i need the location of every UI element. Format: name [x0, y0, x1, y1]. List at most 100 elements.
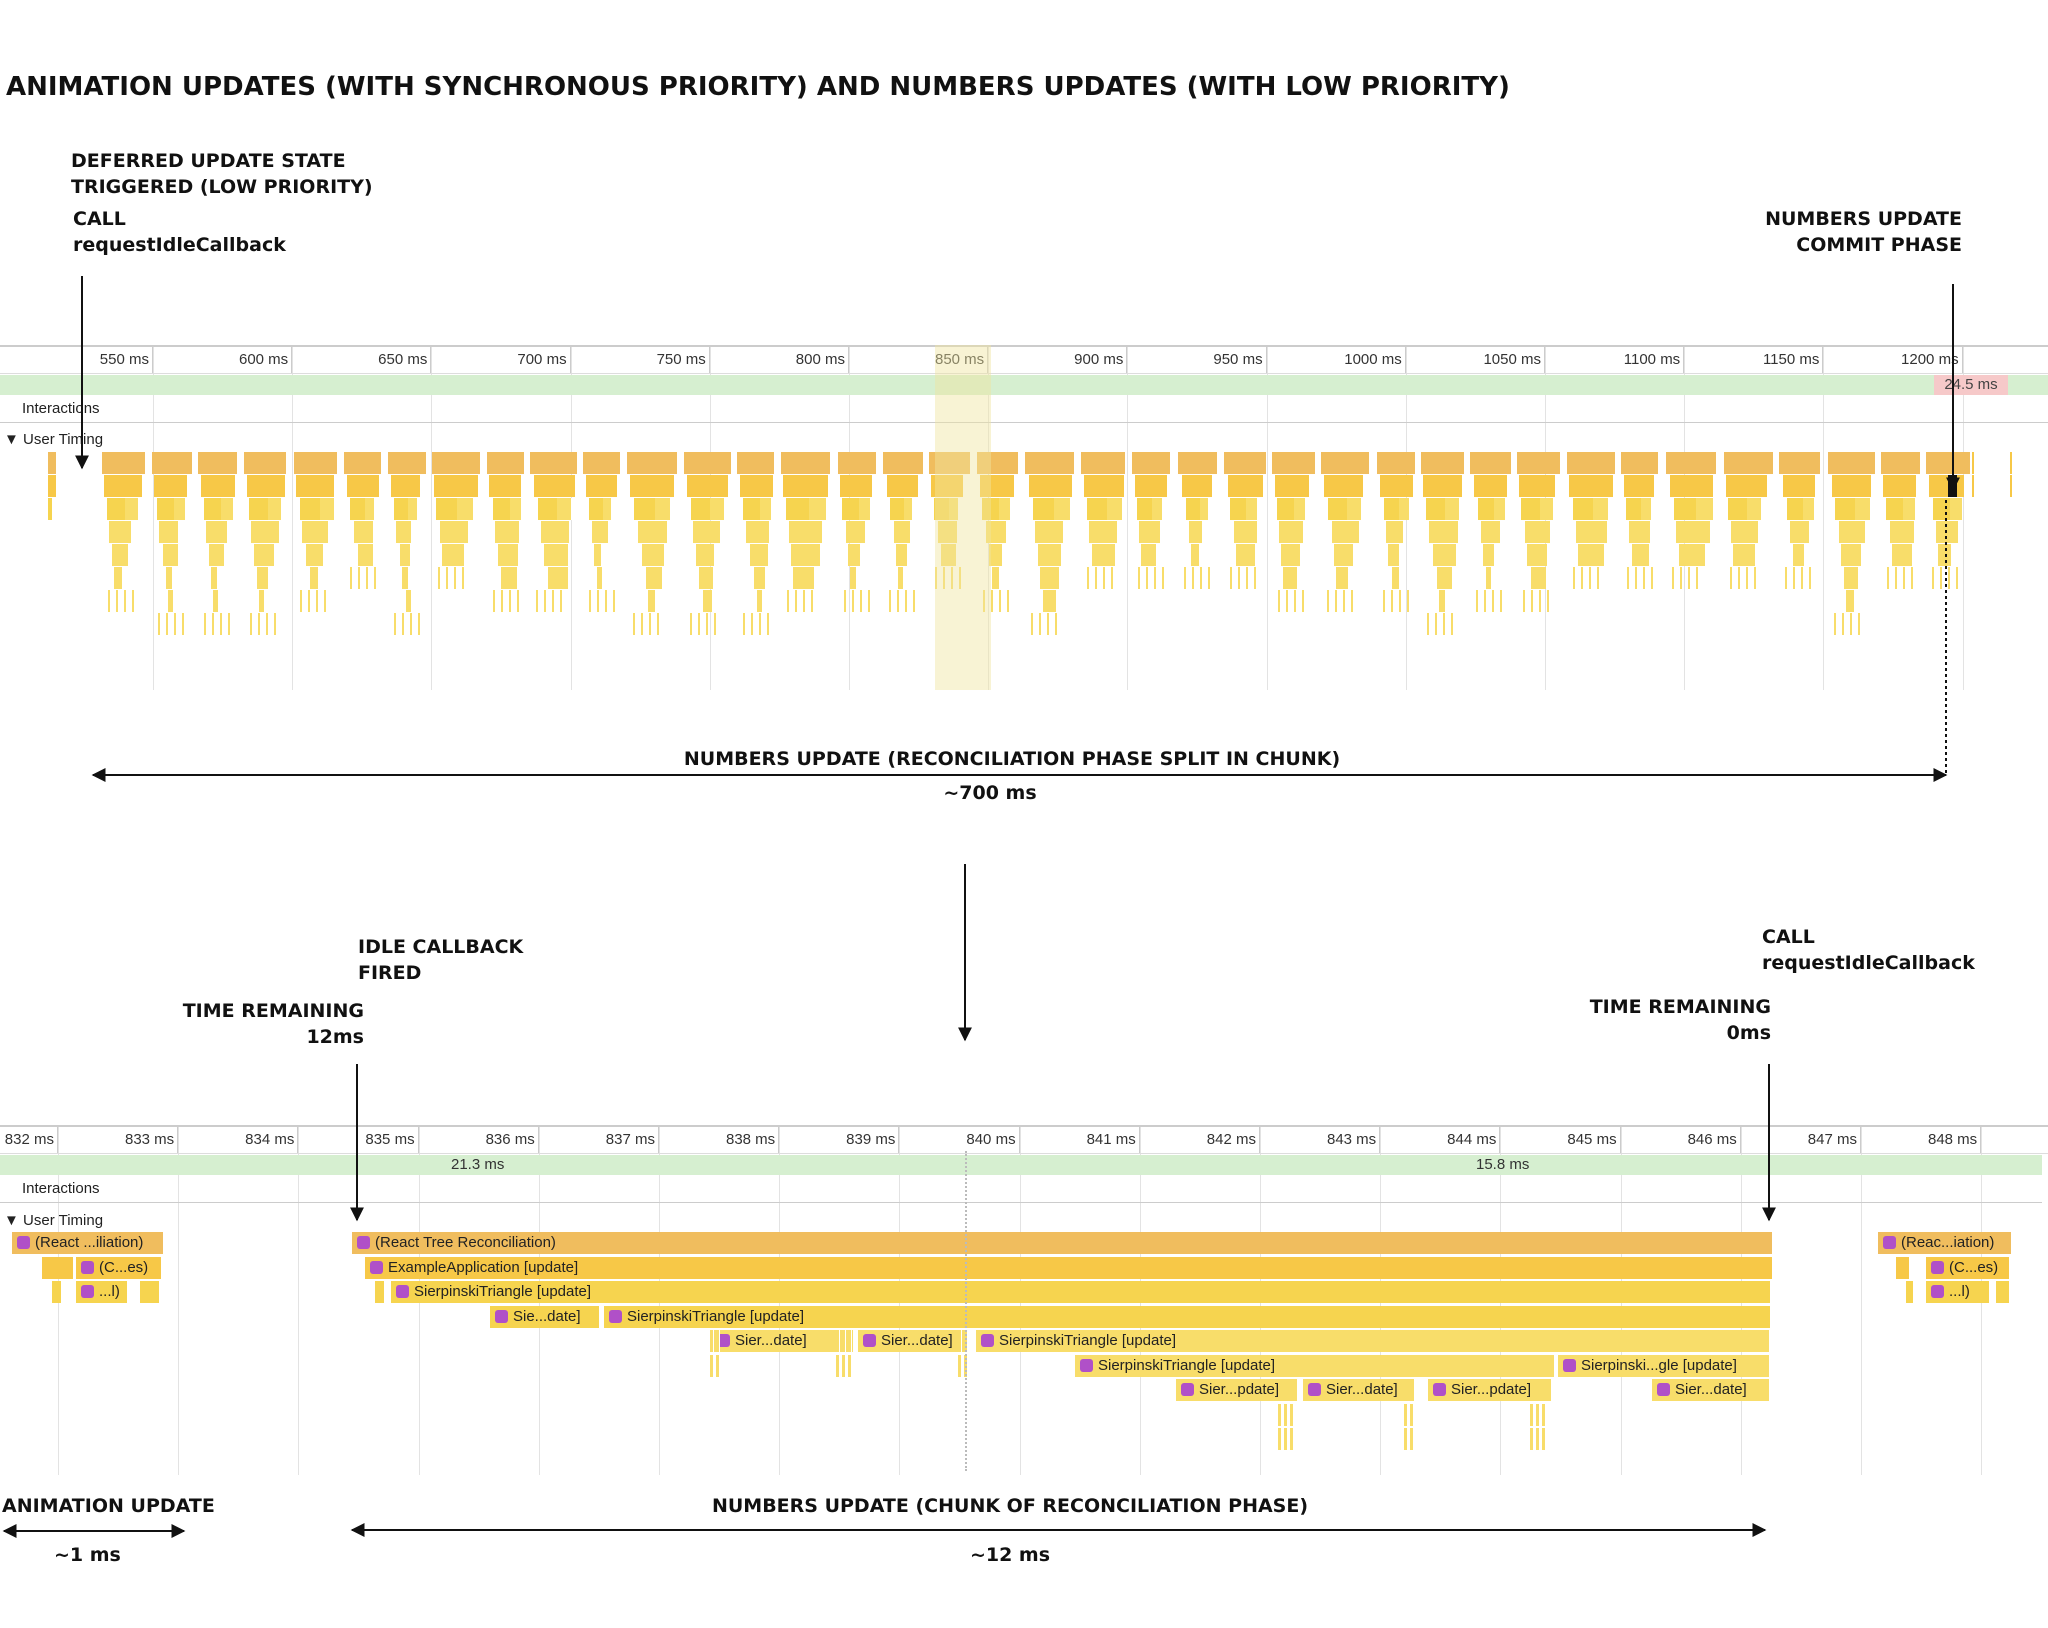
flame-block[interactable] [1801, 567, 1804, 589]
flame-block[interactable] [1906, 1281, 1914, 1303]
flame-block[interactable] [1327, 590, 1330, 612]
flame-block[interactable] [1540, 544, 1548, 566]
flame-block[interactable] [560, 590, 563, 612]
flame-block[interactable] [1474, 475, 1508, 497]
bottom-time-ruler[interactable]: 832 ms 833 ms 834 ms 835 ms 836 ms 837 ms 838 … [0, 1125, 2048, 1154]
flame-block[interactable] [1052, 544, 1062, 566]
flame-block[interactable] [320, 498, 335, 520]
flame-block[interactable] [1597, 567, 1600, 589]
flame-block[interactable] [108, 590, 111, 612]
flame-block[interactable] [999, 521, 1007, 543]
flame-block[interactable] [1783, 475, 1816, 497]
flame-block[interactable] [655, 498, 671, 520]
flame-block[interactable] [1947, 544, 1952, 566]
flame-block[interactable] [603, 498, 612, 520]
flame-block[interactable] [1950, 521, 1959, 543]
flame-block[interactable] [1996, 1281, 2010, 1303]
flame-block[interactable] [1730, 567, 1733, 589]
flame-block[interactable] [1635, 567, 1638, 589]
flame-block[interactable] [132, 590, 135, 612]
flame-block[interactable] [454, 567, 457, 589]
flame-block[interactable] [709, 521, 721, 543]
flame-block[interactable] [838, 452, 877, 474]
flame-block[interactable] [125, 498, 139, 520]
flame-block[interactable] [394, 613, 397, 635]
flame-block[interactable] [1162, 567, 1165, 589]
flame-block[interactable] [215, 590, 219, 612]
flame-block[interactable] [374, 567, 377, 589]
flame-block[interactable] [1746, 567, 1749, 589]
flame-block[interactable] [1052, 590, 1057, 612]
flame-block[interactable] [710, 1354, 714, 1377]
flame-block[interactable] [1410, 1428, 1414, 1450]
flame-block[interactable] [929, 452, 971, 474]
flame-block[interactable] [883, 452, 924, 474]
flame-block[interactable] [959, 567, 962, 589]
flame-block[interactable] [1842, 613, 1845, 635]
flame-block[interactable] [1272, 452, 1316, 474]
flame-block[interactable] [633, 613, 636, 635]
flame-block[interactable] [318, 521, 329, 543]
flame-block[interactable] [1383, 590, 1386, 612]
flame-block[interactable] [212, 613, 215, 635]
flame-block[interactable] [649, 613, 652, 635]
flame-block[interactable] [198, 452, 238, 474]
flame-block[interactable] [1228, 475, 1264, 497]
flame-block[interactable] [123, 521, 132, 543]
flame-block[interactable] [1536, 1403, 1540, 1426]
flame-block[interactable] [655, 521, 668, 543]
flame-block[interactable] [1593, 498, 1609, 520]
flame-block[interactable] [152, 452, 193, 474]
top-interactions-track[interactable]: Interactions [0, 395, 2048, 423]
flame-block[interactable] [687, 475, 729, 497]
flame-block[interactable] [1539, 590, 1542, 612]
flame-block[interactable] [487, 452, 525, 474]
flame-block[interactable] [1275, 475, 1310, 497]
flame-block[interactable] [887, 475, 919, 497]
flame-block[interactable] [931, 475, 964, 497]
flame-block[interactable] [561, 567, 569, 589]
flame-block[interactable] [710, 498, 725, 520]
flame-block[interactable] [842, 1354, 846, 1377]
flame-block[interactable] [1573, 567, 1576, 589]
flame-block[interactable] [1248, 544, 1256, 566]
flame-block[interactable] [300, 590, 303, 612]
flame-block[interactable] [366, 567, 369, 589]
flame-block[interactable] [1321, 452, 1370, 474]
flame-block[interactable] [848, 1354, 852, 1377]
frame-label-2[interactable]: 15.8 ms [1476, 1156, 1530, 1173]
flame-block[interactable] [1594, 544, 1605, 566]
flame-block[interactable] [583, 452, 621, 474]
flame-block[interactable] [1747, 498, 1762, 520]
flame-block[interactable] [1627, 567, 1630, 589]
flame-block[interactable] [388, 452, 427, 474]
flame-block[interactable] [265, 567, 269, 589]
flame-sier-date-1[interactable]: Sier...date] [712, 1330, 854, 1352]
flame-block[interactable] [716, 1354, 720, 1377]
flame-block[interactable] [446, 567, 449, 589]
flame-block[interactable] [1651, 567, 1654, 589]
flame-block[interactable] [1854, 567, 1859, 589]
flame-block[interactable] [1883, 475, 1917, 497]
flame-block[interactable] [1039, 613, 1042, 635]
flame-block[interactable] [166, 613, 169, 635]
flame-block[interactable] [714, 613, 717, 635]
flame-block[interactable] [418, 613, 421, 635]
flame-block[interactable] [1423, 475, 1463, 497]
flame-block[interactable] [1530, 1403, 1534, 1426]
flame-block[interactable] [1670, 475, 1714, 497]
flame-block[interactable] [710, 1330, 714, 1352]
flame-block[interactable] [1055, 613, 1058, 635]
flame-block[interactable] [951, 567, 954, 589]
flame-sier-date-2[interactable]: Sier...date] [858, 1330, 968, 1352]
flame-block[interactable] [743, 613, 746, 635]
flame-l-right[interactable]: ...l) [1926, 1281, 1990, 1303]
flame-block[interactable] [1446, 521, 1459, 543]
flame-block[interactable] [1154, 567, 1157, 589]
flame-block[interactable] [1956, 567, 1959, 589]
flame-block[interactable] [316, 590, 319, 612]
flame-block[interactable] [1903, 498, 1916, 520]
flame-block[interactable] [716, 1330, 720, 1352]
flame-block[interactable] [406, 521, 412, 543]
flame-sier-pdate-2[interactable]: Sier...pdate] [1428, 1379, 1552, 1401]
